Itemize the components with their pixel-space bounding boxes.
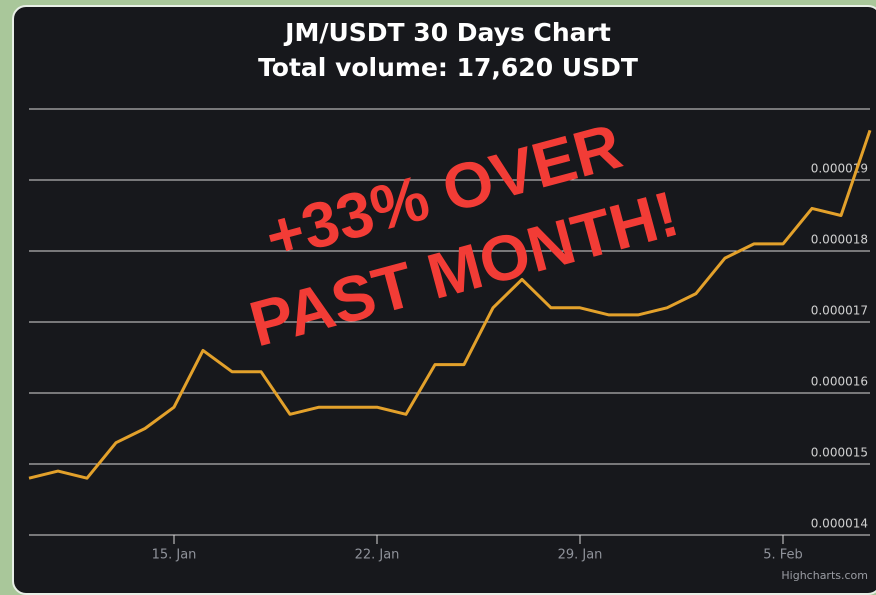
credits: Highcharts.com xyxy=(781,569,868,582)
x-tick-label: 29. Jan xyxy=(558,548,603,563)
y-tick-label: 0.000018 xyxy=(811,233,868,247)
y-tick-label: 0.000014 xyxy=(811,517,868,531)
x-tick-label: 22. Jan xyxy=(355,548,400,563)
y-tick-label: 0.000019 xyxy=(811,162,868,176)
x-tick-label: 5. Feb xyxy=(763,548,803,563)
chart-subtitle: Total volume: 17,620 USDT xyxy=(258,53,638,82)
line-series xyxy=(28,129,872,480)
y-tick-label: 0.000015 xyxy=(811,446,868,460)
x-tick-label: 15. Jan xyxy=(152,548,197,563)
y-tick-label: 0.000017 xyxy=(811,304,868,318)
chart-panel xyxy=(12,5,876,595)
y-tick-label: 0.000016 xyxy=(811,375,868,389)
chart-title: JM/USDT 30 Days Chart xyxy=(283,18,611,47)
